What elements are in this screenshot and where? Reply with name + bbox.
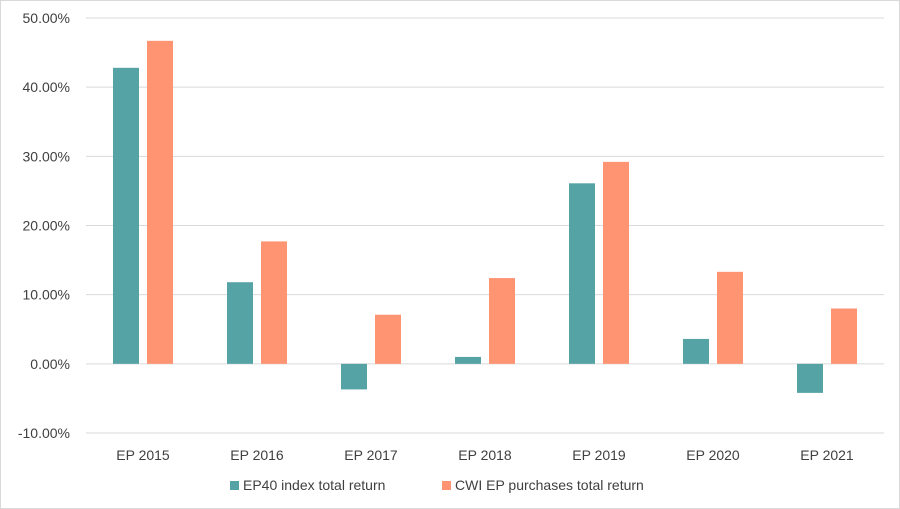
legend-label: CWI EP purchases total return (455, 477, 644, 493)
x-tick-label: EP 2021 (800, 447, 854, 463)
y-tick-label: 30.00% (23, 148, 70, 164)
bar-ep40 (341, 363, 367, 390)
legend-swatch (442, 481, 451, 490)
bar-cwi (261, 241, 287, 364)
legend-label: EP40 index total return (243, 477, 385, 493)
legend-swatch (230, 481, 239, 490)
y-tick-label: 10.00% (23, 287, 70, 303)
bar-ep40 (227, 282, 253, 364)
bar-cwi (489, 278, 515, 364)
bar-ep40 (797, 363, 823, 393)
bar-ep40 (683, 338, 709, 364)
x-tick-label: EP 2017 (344, 447, 398, 463)
bar-cwi (147, 40, 173, 364)
bar-ep40 (455, 356, 481, 364)
bar-ep40 (113, 67, 139, 364)
bar-cwi (603, 161, 629, 364)
x-tick-label: EP 2015 (116, 447, 170, 463)
y-tick-label: 20.00% (23, 218, 70, 234)
x-tick-label: EP 2019 (572, 447, 626, 463)
x-tick-label: EP 2020 (686, 447, 740, 463)
y-tick-label: -10.00% (18, 425, 70, 441)
x-tick-label: EP 2016 (230, 447, 284, 463)
x-tick-label: EP 2018 (458, 447, 512, 463)
y-tick-label: 0.00% (30, 356, 70, 372)
bar-cwi (831, 308, 857, 364)
bar-cwi (375, 314, 401, 364)
y-tick-label: 40.00% (23, 79, 70, 95)
y-tick-label: 50.00% (23, 10, 70, 26)
bar-cwi (717, 271, 743, 364)
bar-ep40 (569, 183, 595, 364)
